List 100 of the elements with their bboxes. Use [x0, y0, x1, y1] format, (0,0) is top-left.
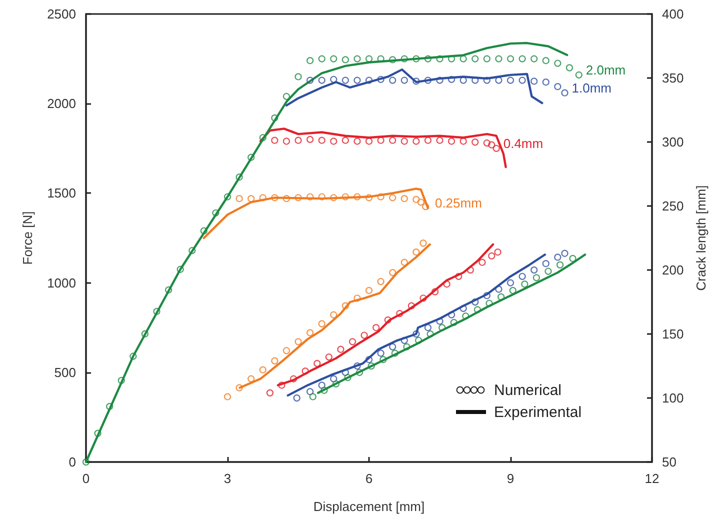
point	[414, 336, 422, 344]
point	[365, 55, 373, 62]
point	[554, 254, 562, 261]
point	[486, 300, 493, 307]
point	[438, 324, 446, 332]
point	[472, 138, 479, 146]
point	[290, 375, 298, 382]
point	[472, 298, 479, 306]
point	[494, 248, 502, 256]
point	[466, 266, 474, 274]
point	[188, 246, 196, 254]
point	[377, 76, 384, 83]
point	[518, 272, 526, 280]
point	[236, 384, 243, 392]
point	[436, 55, 444, 62]
point	[354, 138, 361, 145]
y2-tick-label: 100	[662, 390, 684, 406]
point	[236, 195, 243, 202]
point	[424, 76, 432, 84]
point	[344, 374, 352, 382]
point	[396, 310, 404, 318]
point	[306, 329, 314, 336]
point	[368, 362, 375, 370]
point	[320, 386, 328, 394]
point	[294, 338, 302, 346]
y2-tick-label: 150	[662, 326, 684, 342]
point	[566, 64, 574, 72]
point	[318, 320, 326, 328]
point	[342, 368, 349, 376]
point	[389, 76, 396, 84]
point	[498, 293, 505, 300]
point	[342, 193, 349, 200]
point	[224, 193, 232, 200]
point	[354, 76, 361, 84]
point	[450, 318, 458, 326]
point	[530, 266, 538, 274]
point	[483, 55, 490, 62]
y2-tick-label: 400	[662, 6, 684, 22]
point	[306, 193, 314, 200]
point	[417, 198, 424, 206]
point	[380, 356, 387, 364]
point	[271, 136, 278, 144]
point	[330, 55, 338, 62]
point	[389, 269, 396, 276]
point	[354, 55, 361, 62]
point	[342, 136, 349, 144]
point	[306, 76, 314, 84]
y-axis-title: Force [N]	[20, 211, 35, 265]
point	[348, 338, 356, 346]
point	[448, 138, 456, 145]
point	[282, 138, 290, 145]
point	[318, 193, 326, 200]
point	[530, 55, 538, 62]
point	[259, 366, 266, 374]
point	[455, 272, 462, 280]
point	[420, 240, 427, 247]
point	[483, 76, 490, 84]
point	[365, 194, 373, 202]
point	[248, 154, 255, 161]
point	[400, 55, 408, 62]
y-tick-label: 2500	[47, 6, 76, 22]
point	[306, 388, 314, 396]
point	[330, 375, 338, 382]
point	[342, 302, 349, 310]
point	[460, 55, 467, 62]
point	[561, 250, 568, 257]
point	[282, 347, 290, 354]
point	[554, 83, 562, 90]
point	[506, 55, 514, 62]
point	[436, 136, 444, 144]
point	[372, 324, 380, 332]
y-tick-label: 500	[54, 364, 76, 380]
point	[561, 89, 568, 96]
point	[282, 92, 290, 100]
point	[248, 195, 255, 202]
point	[488, 141, 496, 148]
point	[443, 280, 450, 288]
point	[400, 76, 408, 84]
point	[509, 286, 516, 294]
x-tick-label: 3	[224, 471, 232, 486]
line-series	[285, 68, 544, 106]
annotation: 0.25mm	[434, 196, 482, 211]
point	[542, 78, 550, 86]
point	[342, 56, 349, 64]
point	[306, 57, 314, 64]
line-series	[316, 254, 586, 394]
point	[426, 330, 434, 338]
point	[271, 357, 278, 364]
annotation: Experimental	[494, 404, 582, 420]
point	[518, 76, 526, 84]
point	[472, 55, 479, 62]
point	[556, 261, 564, 268]
point	[200, 227, 208, 234]
point	[176, 266, 184, 273]
point	[354, 362, 361, 370]
point	[400, 258, 408, 266]
point	[448, 76, 456, 83]
point	[337, 346, 344, 353]
point	[422, 203, 430, 210]
point	[478, 258, 486, 266]
